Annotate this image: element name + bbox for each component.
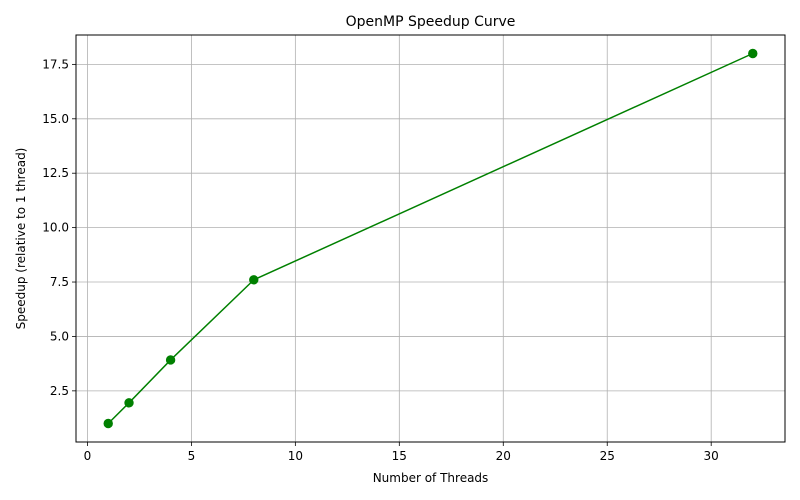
y-axis-title: Speedup (relative to 1 thread) — [14, 148, 28, 330]
x-tick-label: 20 — [496, 449, 511, 463]
grid-lines — [76, 35, 785, 442]
plot-frame — [75, 34, 786, 443]
axis-tick-labels: 0 5 10 15 20 25 30 2.5 5.0 7.5 10.0 12.5 15.0 17.5 — [42, 57, 719, 463]
data-point — [103, 418, 113, 429]
x-tick-label: 0 — [84, 449, 92, 463]
x-tick-label: 30 — [704, 449, 719, 463]
y-tick-label: 10.0 — [42, 221, 69, 235]
data-point — [249, 275, 259, 285]
y-tick-label: 2.5 — [50, 384, 69, 398]
data-point — [124, 398, 134, 408]
series-line — [107, 52, 754, 425]
x-tick-label: 5 — [188, 449, 196, 463]
y-tick-label: 12.5 — [42, 166, 69, 180]
series-markers — [103, 48, 758, 429]
y-tick-label: 5.0 — [50, 329, 69, 343]
x-tick-label: 15 — [392, 449, 407, 463]
x-tick-label: 10 — [288, 449, 303, 463]
chart-title: OpenMP Speedup Curve — [346, 14, 516, 30]
series-lines — [107, 52, 754, 425]
data-point — [165, 355, 176, 365]
axis-ticks — [72, 63, 712, 446]
x-axis-title: Number of Threads — [373, 471, 489, 485]
data-point — [748, 48, 758, 59]
y-tick-label: 17.5 — [42, 57, 69, 71]
y-tick-label: 7.5 — [50, 275, 69, 289]
y-tick-label: 15.0 — [42, 112, 69, 126]
x-tick-label: 25 — [600, 449, 615, 463]
